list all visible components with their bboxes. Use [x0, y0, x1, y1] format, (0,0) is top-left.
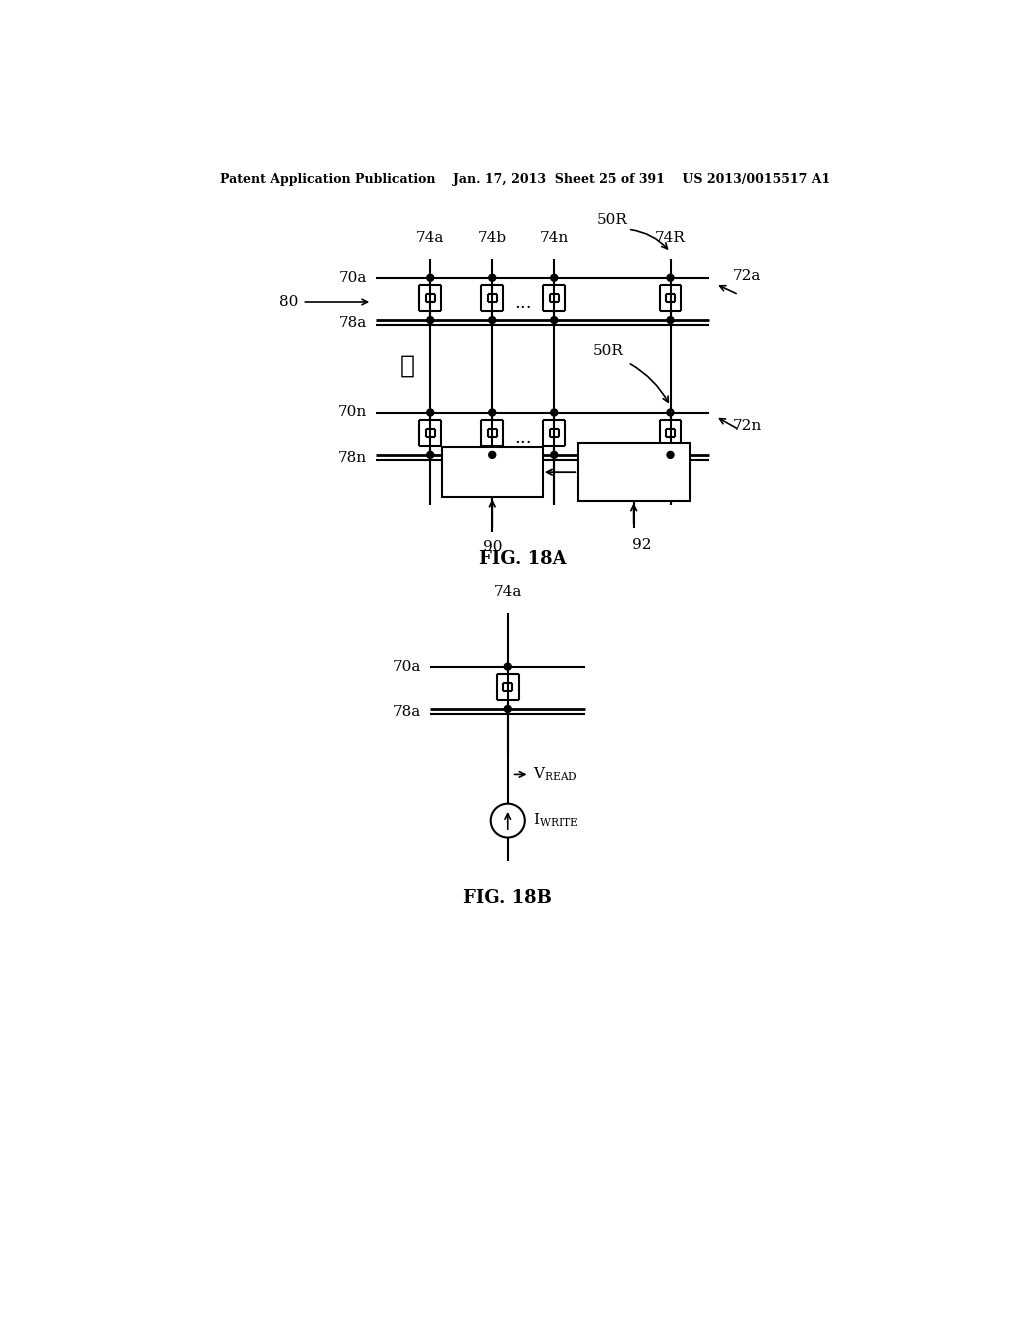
Text: ⋮: ⋮: [399, 355, 415, 378]
Circle shape: [427, 451, 434, 458]
Text: circuitry: circuitry: [459, 473, 525, 486]
Text: 92: 92: [632, 539, 651, 552]
Text: 70a: 70a: [338, 271, 367, 285]
Text: 70n: 70n: [338, 405, 367, 420]
Text: 74n: 74n: [540, 231, 569, 244]
Text: 50R: 50R: [593, 345, 624, 358]
Text: $\mathregular{V_{READ}}$: $\mathregular{V_{READ}}$: [532, 766, 578, 783]
Circle shape: [488, 275, 496, 281]
Circle shape: [667, 317, 674, 323]
Circle shape: [667, 409, 674, 416]
Text: ...: ...: [514, 294, 532, 312]
Text: $\mathregular{I_{WRITE}}$: $\mathregular{I_{WRITE}}$: [532, 812, 579, 829]
Text: 78a: 78a: [392, 705, 421, 719]
Circle shape: [551, 275, 558, 281]
Bar: [442, 447, 543, 498]
Circle shape: [667, 451, 674, 458]
Circle shape: [488, 409, 496, 416]
Text: 74a: 74a: [494, 585, 522, 599]
Circle shape: [488, 451, 496, 458]
Circle shape: [427, 409, 434, 416]
Text: 78a: 78a: [339, 317, 367, 330]
Text: 70a: 70a: [392, 660, 421, 673]
Circle shape: [427, 317, 434, 323]
Text: FIG. 18A: FIG. 18A: [479, 550, 567, 568]
Text: 80: 80: [280, 294, 299, 309]
Text: 74b: 74b: [477, 231, 507, 244]
Text: 90: 90: [482, 540, 502, 553]
Circle shape: [427, 275, 434, 281]
Circle shape: [551, 317, 558, 323]
Bar: [578, 444, 690, 502]
Circle shape: [504, 705, 511, 713]
Text: 72a: 72a: [732, 269, 761, 284]
Circle shape: [667, 275, 674, 281]
Text: Patent Application Publication    Jan. 17, 2013  Sheet 25 of 391    US 2013/0015: Patent Application Publication Jan. 17, …: [220, 173, 829, 186]
Text: FIG. 18B: FIG. 18B: [463, 888, 552, 907]
Circle shape: [551, 451, 558, 458]
Circle shape: [551, 409, 558, 416]
Text: Read: Read: [473, 458, 512, 473]
Text: 50R: 50R: [597, 213, 628, 227]
Circle shape: [488, 317, 496, 323]
Text: circuitry: circuitry: [601, 479, 667, 494]
Text: 74a: 74a: [416, 231, 444, 244]
Circle shape: [504, 663, 511, 671]
Text: ...: ...: [514, 429, 532, 446]
Text: 78n: 78n: [338, 451, 367, 465]
Text: Reference: Reference: [594, 451, 673, 466]
Text: generator: generator: [595, 465, 672, 479]
Text: 74R: 74R: [655, 231, 686, 244]
Text: 72n: 72n: [732, 420, 762, 433]
